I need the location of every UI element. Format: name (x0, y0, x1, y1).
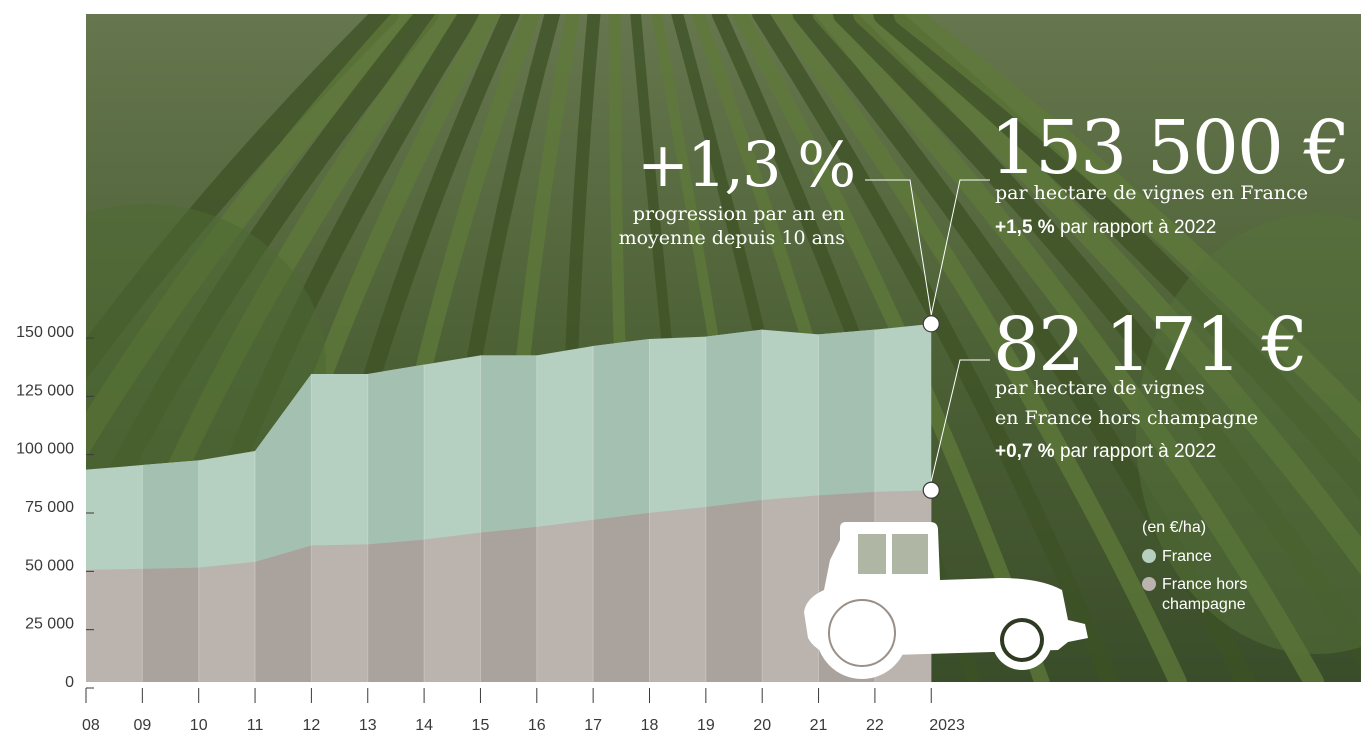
band-france (367, 364, 425, 545)
legend-label-hors-2: champagne (1162, 596, 1246, 613)
y-tick-label: 25 000 (25, 616, 74, 633)
hors-label-line1: par hectare de vignes (995, 377, 1205, 399)
y-tick-label: 125 000 (16, 382, 74, 399)
legend-item-france: France (1142, 547, 1247, 567)
france-label: par hectare de vignes en France (995, 182, 1308, 204)
leader-line-hors (930, 359, 990, 482)
tractor-icon (804, 522, 1088, 679)
x-tick-label: 12 (303, 717, 321, 731)
vine-row (752, 14, 1119, 682)
x-tick-label: 11 (247, 717, 264, 731)
x-tick-label: 21 (810, 717, 828, 731)
legend-swatch-france (1142, 549, 1156, 563)
x-tick-label: 22 (866, 717, 884, 731)
growth-value: +1,3 % (637, 128, 856, 201)
band-france (480, 355, 537, 533)
leader-line-france (930, 179, 990, 315)
growth-label-line1: progression par an en (632, 203, 845, 225)
y-tick-label: 100 000 (16, 441, 74, 458)
legend-item-hors: France hors (1142, 575, 1247, 595)
x-tick-label: 09 (133, 717, 151, 731)
band-hors-champagne (705, 500, 763, 682)
france-change-value: +1,5 % (995, 217, 1055, 238)
x-tick-label: 18 (641, 717, 659, 731)
end-marker-france (922, 315, 940, 333)
band-france (142, 460, 199, 569)
band-hors-champagne (593, 512, 650, 682)
hors-change-text: par rapport à 2022 (1054, 441, 1217, 462)
x-tick-label: 19 (697, 717, 715, 731)
france-change-text: par rapport à 2022 (1054, 217, 1217, 238)
band-france (705, 329, 763, 507)
legend-swatch-hors (1142, 577, 1156, 591)
x-tick-label: 10 (190, 717, 208, 731)
band-france (593, 339, 650, 520)
band-hors-champagne (142, 567, 199, 682)
legend-label-france: France (1162, 548, 1212, 565)
france-change: +1,5 % par rapport à 2022 (995, 217, 1216, 239)
x-tick-label: 16 (528, 717, 546, 731)
x-tick-label: 15 (472, 717, 490, 731)
band-france (255, 374, 312, 562)
x-tick-label: 13 (359, 717, 377, 731)
band-hors-champagne (367, 539, 425, 682)
hors-value: 82 171 € (993, 302, 1309, 388)
x-tick-label: 08 (82, 717, 100, 731)
growth-label-line2: moyenne depuis 10 ans (618, 227, 845, 249)
y-tick-label: 50 000 (25, 557, 74, 574)
hors-change: +0,7 % par rapport à 2022 (995, 441, 1216, 463)
hors-change-value: +0,7 % (995, 441, 1055, 462)
x-tick-label: 2023 (929, 717, 965, 731)
x-tick-label: 14 (415, 717, 433, 731)
vine-row (772, 14, 1187, 682)
y-tick-label: 150 000 (16, 324, 74, 341)
legend-label-hors-1: France hors (1162, 576, 1248, 593)
band-france (818, 329, 875, 496)
y-tick-label: 75 000 (25, 499, 74, 516)
end-marker-hors-champagne (922, 481, 940, 499)
hors-label-line2: en France hors champagne (995, 407, 1259, 429)
band-hors-champagne (255, 545, 312, 682)
x-tick-label: 20 (753, 717, 771, 731)
band-hors-champagne (480, 526, 537, 682)
x-tick-label: 17 (584, 717, 602, 731)
y-tick-label: 0 (65, 674, 74, 691)
leader-line-growth (865, 179, 932, 315)
legend: (en €/ha) France France hors champagne (1142, 518, 1247, 615)
france-value: 153 500 € (990, 105, 1351, 191)
legend-unit: (en €/ha) (1142, 519, 1207, 536)
